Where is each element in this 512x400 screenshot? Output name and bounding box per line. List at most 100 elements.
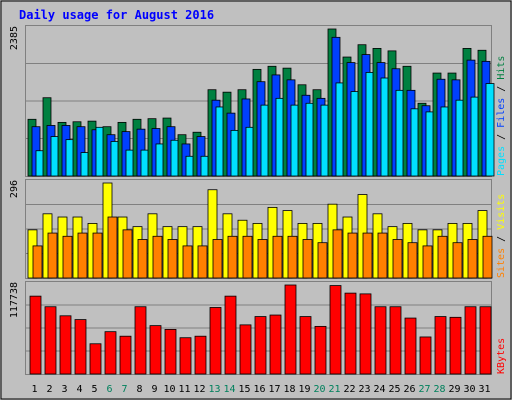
legend-bottom: KBytes — [496, 338, 507, 374]
bar-sites-day-30 — [467, 239, 478, 279]
x-label-day-20: 20 — [313, 384, 325, 395]
legend-entry: / — [496, 230, 507, 248]
panel-top: 2385 Pages / Files / Hits — [9, 25, 507, 177]
bar-sites-day-11 — [182, 245, 193, 279]
x-label-day-3: 3 — [61, 384, 67, 395]
bar-sites-day-3 — [62, 235, 73, 279]
panel-bottom: 117738 KBytes — [9, 281, 507, 375]
bar-visits-day-13 — [207, 189, 218, 279]
bar-kbytes-day-12 — [194, 335, 207, 375]
bar-kbytes-day-29 — [449, 316, 462, 375]
bar-kbytes-day-9 — [149, 325, 162, 375]
bar-kbytes-day-4 — [74, 319, 87, 375]
bar-sites-day-21 — [332, 229, 343, 279]
bar-kbytes-day-6 — [104, 331, 117, 375]
x-label-day-7: 7 — [121, 384, 127, 395]
legend-entry: Files — [496, 98, 507, 128]
bar-kbytes-day-2 — [44, 306, 57, 375]
bar-kbytes-day-17 — [269, 314, 282, 375]
bar-sites-day-23 — [362, 232, 373, 279]
bar-sites-day-22 — [347, 232, 358, 279]
bar-kbytes-day-28 — [434, 316, 447, 375]
bar-sites-day-24 — [377, 232, 388, 279]
x-label-day-2: 2 — [46, 384, 52, 395]
y-max-label: 2385 — [9, 26, 20, 50]
bar-sites-day-10 — [167, 239, 178, 279]
legend-middle: Sites / Visits — [496, 194, 507, 278]
bar-kbytes-day-19 — [299, 316, 312, 375]
x-label-day-25: 25 — [388, 384, 400, 395]
x-label-day-29: 29 — [448, 384, 460, 395]
x-label-day-1: 1 — [31, 384, 37, 395]
chart-title: Daily usage for August 2016 — [19, 8, 214, 22]
bar-sites-day-28 — [437, 235, 448, 279]
legend-entry: KBytes — [496, 338, 507, 374]
x-label-day-15: 15 — [238, 384, 250, 395]
bar-kbytes-day-24 — [374, 306, 387, 375]
bar-sites-day-20 — [317, 242, 328, 279]
legend-entry: / — [496, 128, 507, 146]
x-label-day-17: 17 — [268, 384, 280, 395]
x-label-day-23: 23 — [358, 384, 370, 395]
bar-kbytes-day-11 — [179, 337, 192, 375]
bar-pages-day-31 — [485, 83, 495, 177]
bar-sites-day-2 — [47, 232, 58, 279]
legend-entry: Hits — [496, 56, 507, 80]
bar-kbytes-day-25 — [389, 306, 402, 375]
bar-kbytes-day-3 — [59, 315, 72, 375]
x-label-day-14: 14 — [223, 384, 235, 395]
x-label-day-30: 30 — [463, 384, 475, 395]
x-axis-labels: 1 2 3 4 5 6 7 8 9 10 11 12 13 14 15 16 17 18 19 20 21 22 23 24 2… — [31, 384, 490, 395]
y-max-label: 117738 — [9, 282, 20, 318]
legend-top: Pages / Files / Hits — [496, 56, 507, 176]
bar-sites-day-14 — [227, 235, 238, 279]
bar-sites-day-1 — [32, 245, 43, 279]
y-max-label: 296 — [9, 180, 20, 198]
panel-middle: 296 Sites / Visits — [9, 179, 507, 279]
bar-kbytes-day-8 — [134, 306, 147, 375]
bar-kbytes-day-14 — [224, 295, 237, 375]
x-label-day-31: 31 — [478, 384, 490, 395]
x-label-day-16: 16 — [253, 384, 265, 395]
bar-sites-day-27 — [422, 245, 433, 279]
bar-kbytes-day-30 — [464, 306, 477, 375]
bar-sites-day-31 — [482, 235, 493, 279]
bar-sites-day-15 — [242, 235, 253, 279]
bar-sites-day-18 — [287, 235, 298, 279]
x-label-day-27: 27 — [418, 384, 430, 395]
bar-sites-day-26 — [407, 242, 418, 279]
bar-kbytes-day-18 — [284, 284, 297, 375]
bar-kbytes-day-21 — [329, 285, 342, 375]
x-label-day-11: 11 — [178, 384, 190, 395]
bar-sites-day-4 — [77, 232, 88, 279]
bar-kbytes-day-1 — [29, 295, 42, 375]
bar-kbytes-day-5 — [89, 343, 102, 375]
x-label-day-6: 6 — [106, 384, 112, 395]
x-label-day-8: 8 — [136, 384, 142, 395]
bar-sites-day-5 — [92, 232, 103, 279]
bar-sites-day-19 — [302, 239, 313, 279]
bar-kbytes-day-10 — [164, 329, 177, 375]
bar-sites-day-16 — [257, 239, 268, 279]
bar-kbytes-day-22 — [344, 292, 357, 375]
bar-sites-day-9 — [152, 235, 163, 279]
x-label-day-24: 24 — [373, 384, 385, 395]
bar-kbytes-day-13 — [209, 307, 222, 375]
bar-sites-day-17 — [272, 235, 283, 279]
x-label-day-9: 9 — [151, 384, 157, 395]
bar-sites-day-25 — [392, 239, 403, 279]
bar-kbytes-day-31 — [479, 306, 492, 375]
bar-sites-day-12 — [197, 245, 208, 279]
bar-kbytes-day-26 — [404, 317, 417, 375]
bar-kbytes-day-23 — [359, 293, 372, 375]
bar-sites-day-8 — [137, 239, 148, 279]
x-label-day-18: 18 — [283, 384, 295, 395]
legend-entry: Pages — [496, 146, 507, 176]
x-label-day-12: 12 — [193, 384, 205, 395]
bar-kbytes-day-16 — [254, 316, 267, 375]
bar-sites-day-6 — [107, 216, 118, 279]
x-label-day-28: 28 — [433, 384, 445, 395]
x-label-day-5: 5 — [91, 384, 97, 395]
